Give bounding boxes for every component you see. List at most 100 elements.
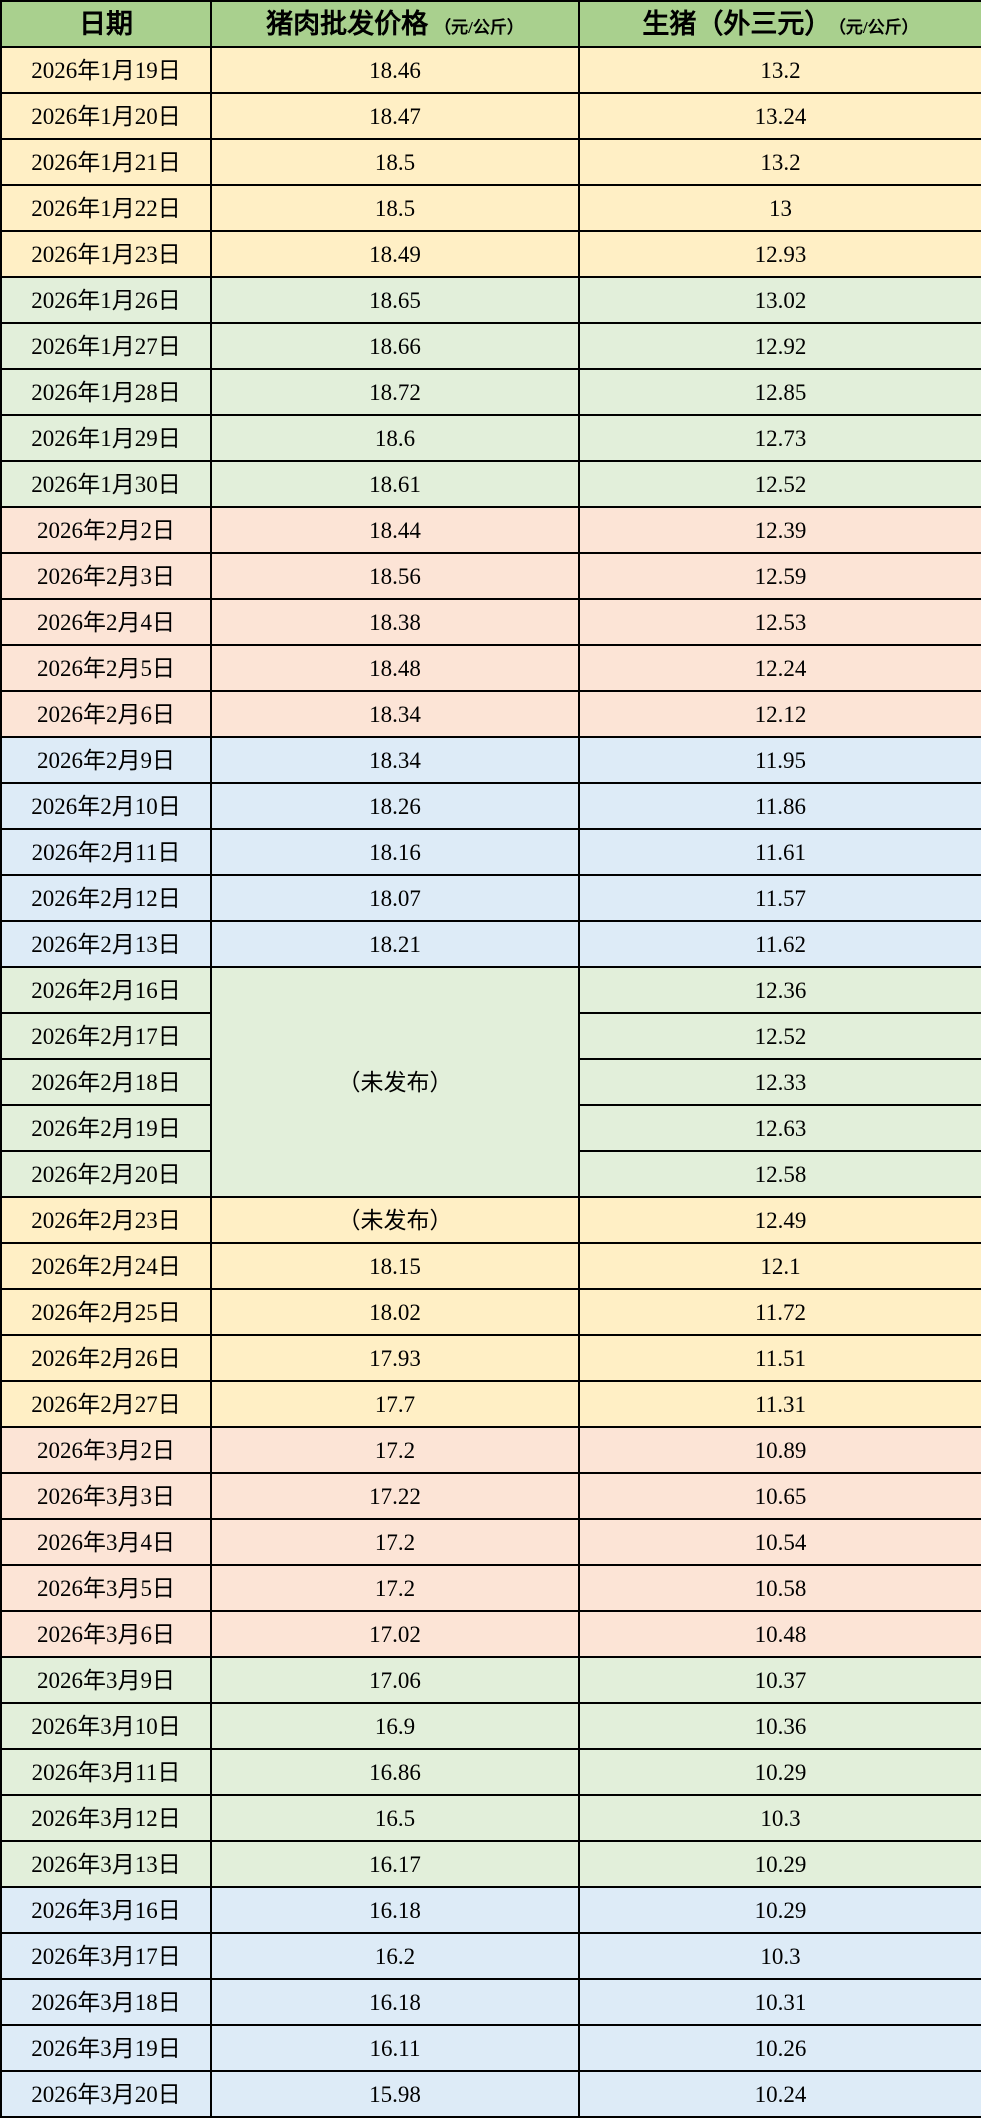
pig-price-cell: 11.95 bbox=[578, 736, 981, 784]
date-cell: 2026年2月9日 bbox=[0, 736, 212, 784]
table-row: 2026年1月28日 18.72 12.85 bbox=[0, 368, 981, 416]
pork-price-cell: 16.9 bbox=[210, 1702, 580, 1750]
table-row: 2026年2月3日 18.56 12.59 bbox=[0, 552, 981, 600]
pork-price-cell: （未发布） bbox=[210, 1196, 580, 1244]
pig-price-cell: 10.31 bbox=[578, 1978, 981, 2026]
date-cell: 2026年2月23日 bbox=[0, 1196, 212, 1244]
pork-price-cell: 18.02 bbox=[210, 1288, 580, 1336]
pork-price-cell: 18.46 bbox=[210, 46, 580, 94]
table-row: 2026年3月12日 16.5 10.3 bbox=[0, 1794, 981, 1842]
pig-price-cell: 12.12 bbox=[578, 690, 981, 738]
header-cell-pork-price: 猪肉批发价格 （元/公斤） bbox=[210, 0, 580, 48]
table-row: 2026年3月16日 16.18 10.29 bbox=[0, 1886, 981, 1934]
pig-price-cell: 13.2 bbox=[578, 138, 981, 186]
pork-price-cell: 17.02 bbox=[210, 1610, 580, 1658]
date-cell: 2026年3月11日 bbox=[0, 1748, 212, 1796]
pig-price-cell: 11.86 bbox=[578, 782, 981, 830]
header-pork-unit: （元/公斤） bbox=[434, 17, 524, 37]
pork-price-cell: 18.34 bbox=[210, 690, 580, 738]
pig-price-cell: 13.24 bbox=[578, 92, 981, 140]
table-row: 2026年2月20日 12.58 bbox=[0, 1150, 981, 1198]
pig-price-cell: 12.85 bbox=[578, 368, 981, 416]
date-cell: 2026年2月26日 bbox=[0, 1334, 212, 1382]
date-cell: 2026年2月24日 bbox=[0, 1242, 212, 1290]
date-cell: 2026年2月5日 bbox=[0, 644, 212, 692]
pork-price-cell: 18.47 bbox=[210, 92, 580, 140]
date-cell: 2026年2月3日 bbox=[0, 552, 212, 600]
table-row: 2026年3月13日 16.17 10.29 bbox=[0, 1840, 981, 1888]
pork-price-cell: 16.86 bbox=[210, 1748, 580, 1796]
pork-price-cell: 18.26 bbox=[210, 782, 580, 830]
pig-price-cell: 10.29 bbox=[578, 1886, 981, 1934]
pig-price-cell: 12.73 bbox=[578, 414, 981, 462]
table-row: 2026年2月26日 17.93 11.51 bbox=[0, 1334, 981, 1382]
pig-price-cell: 12.92 bbox=[578, 322, 981, 370]
pig-price-cell: 12.33 bbox=[578, 1058, 981, 1106]
pork-price-cell: 18.44 bbox=[210, 506, 580, 554]
table-row: 2026年1月23日 18.49 12.93 bbox=[0, 230, 981, 278]
pig-price-cell: 13.02 bbox=[578, 276, 981, 324]
date-cell: 2026年1月29日 bbox=[0, 414, 212, 462]
pig-price-cell: 11.62 bbox=[578, 920, 981, 968]
table-row: 2026年3月11日 16.86 10.29 bbox=[0, 1748, 981, 1796]
pork-price-cell: 17.2 bbox=[210, 1564, 580, 1612]
date-cell: 2026年1月30日 bbox=[0, 460, 212, 508]
pig-price-cell: 10.26 bbox=[578, 2024, 981, 2072]
date-cell: 2026年3月17日 bbox=[0, 1932, 212, 1980]
date-cell: 2026年3月9日 bbox=[0, 1656, 212, 1704]
date-cell: 2026年3月19日 bbox=[0, 2024, 212, 2072]
table-row: 2026年2月10日 18.26 11.86 bbox=[0, 782, 981, 830]
table-row: 2026年2月27日 17.7 11.31 bbox=[0, 1380, 981, 1428]
date-cell: 2026年3月5日 bbox=[0, 1564, 212, 1612]
pork-price-cell: 18.5 bbox=[210, 184, 580, 232]
date-cell: 2026年2月19日 bbox=[0, 1104, 212, 1152]
date-cell: 2026年3月13日 bbox=[0, 1840, 212, 1888]
pork-price-cell: 17.06 bbox=[210, 1656, 580, 1704]
date-cell: 2026年3月18日 bbox=[0, 1978, 212, 2026]
pork-price-cell: 18.48 bbox=[210, 644, 580, 692]
table-row: 2026年3月18日 16.18 10.31 bbox=[0, 1978, 981, 2026]
table-row: 2026年1月30日 18.61 12.52 bbox=[0, 460, 981, 508]
pork-price-cell: 17.22 bbox=[210, 1472, 580, 1520]
date-cell: 2026年3月4日 bbox=[0, 1518, 212, 1566]
table-row: 2026年3月2日 17.2 10.89 bbox=[0, 1426, 981, 1474]
pork-price-cell: 17.2 bbox=[210, 1426, 580, 1474]
pig-price-cell: 10.37 bbox=[578, 1656, 981, 1704]
pig-price-cell: 12.52 bbox=[578, 460, 981, 508]
table-row: 2026年2月5日 18.48 12.24 bbox=[0, 644, 981, 692]
table-row: 2026年2月12日 18.07 11.57 bbox=[0, 874, 981, 922]
pork-price-cell: 18.16 bbox=[210, 828, 580, 876]
price-table-body: 2026年1月19日 18.46 13.2 2026年1月20日 18.47 13.24 2… bbox=[0, 46, 981, 2118]
date-cell: 2026年2月6日 bbox=[0, 690, 212, 738]
header-row: 日期 猪肉批发价格 （元/公斤） 生猪（外三元） （元/公斤） bbox=[0, 0, 981, 48]
pig-price-cell: 10.54 bbox=[578, 1518, 981, 1566]
pig-price-cell: 10.36 bbox=[578, 1702, 981, 1750]
pork-price-cell: 16.18 bbox=[210, 1886, 580, 1934]
date-cell: 2026年1月21日 bbox=[0, 138, 212, 186]
pork-price-cell: 17.2 bbox=[210, 1518, 580, 1566]
table-row: 2026年1月20日 18.47 13.24 bbox=[0, 92, 981, 140]
pork-price-cell: 16.18 bbox=[210, 1978, 580, 2026]
pork-price-cell: 18.34 bbox=[210, 736, 580, 784]
table-row: 2026年1月27日 18.66 12.92 bbox=[0, 322, 981, 370]
pig-price-cell: 12.59 bbox=[578, 552, 981, 600]
date-cell: 2026年2月20日 bbox=[0, 1150, 212, 1198]
table-row: 2026年3月5日 17.2 10.58 bbox=[0, 1564, 981, 1612]
pig-price-cell: 10.24 bbox=[578, 2070, 981, 2118]
pig-price-cell: 12.58 bbox=[578, 1150, 981, 1198]
table-row: 2026年2月25日 18.02 11.72 bbox=[0, 1288, 981, 1336]
pig-price-cell: 12.39 bbox=[578, 506, 981, 554]
table-row: 2026年3月3日 17.22 10.65 bbox=[0, 1472, 981, 1520]
pig-price-cell: 10.3 bbox=[578, 1794, 981, 1842]
pig-price-cell: 10.48 bbox=[578, 1610, 981, 1658]
pig-price-cell: 10.3 bbox=[578, 1932, 981, 1980]
table-row: 2026年1月29日 18.6 12.73 bbox=[0, 414, 981, 462]
pork-price-cell: 17.7 bbox=[210, 1380, 580, 1428]
date-cell: 2026年2月10日 bbox=[0, 782, 212, 830]
date-cell: 2026年3月16日 bbox=[0, 1886, 212, 1934]
table-row: 2026年2月23日 （未发布） 12.49 bbox=[0, 1196, 981, 1244]
date-cell: 2026年3月6日 bbox=[0, 1610, 212, 1658]
table-row: 2026年3月9日 17.06 10.37 bbox=[0, 1656, 981, 1704]
date-cell: 2026年2月12日 bbox=[0, 874, 212, 922]
pork-price-cell: 18.21 bbox=[210, 920, 580, 968]
